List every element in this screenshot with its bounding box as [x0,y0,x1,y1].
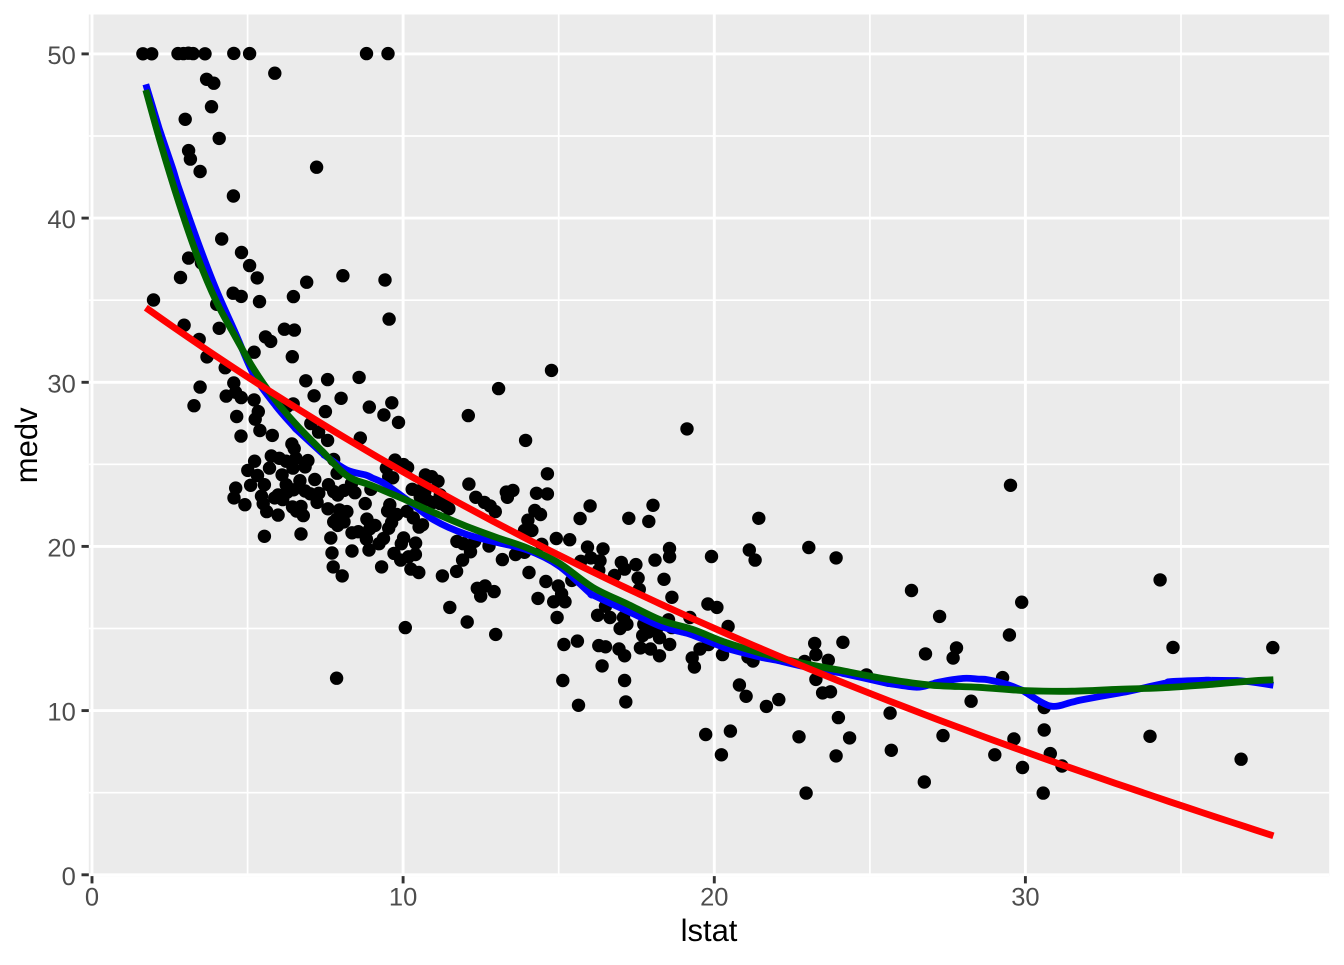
svg-text:lstat: lstat [681,913,738,948]
svg-text:medv: medv [9,407,44,483]
svg-text:20: 20 [47,534,75,562]
svg-text:10: 10 [389,884,417,912]
svg-text:50: 50 [47,42,75,70]
svg-text:30: 30 [47,370,75,398]
svg-text:20: 20 [700,884,728,912]
svg-text:0: 0 [62,863,76,891]
svg-text:10: 10 [47,699,75,727]
svg-text:40: 40 [47,206,75,234]
svg-text:30: 30 [1011,884,1039,912]
svg-text:0: 0 [85,884,99,912]
